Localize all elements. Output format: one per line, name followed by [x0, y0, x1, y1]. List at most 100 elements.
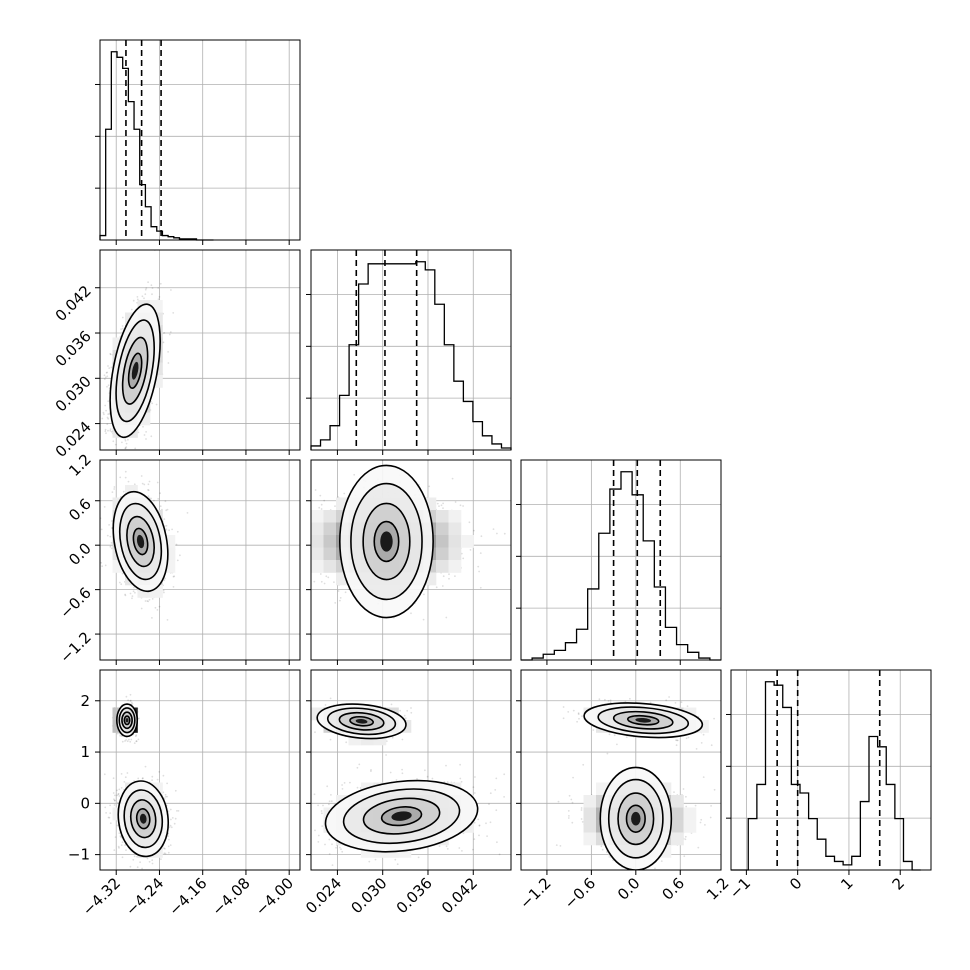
scatter-point — [107, 365, 109, 367]
scatter-point — [163, 332, 166, 334]
scatter-point — [423, 593, 425, 596]
scatter-point — [291, 556, 293, 558]
scatter-point — [163, 579, 166, 582]
scatter-point — [108, 367, 111, 369]
scatter-point — [297, 535, 299, 537]
scatter-point — [479, 586, 482, 589]
scatter-point — [127, 738, 130, 741]
scatter-point — [105, 409, 107, 412]
scatter-point — [104, 376, 107, 379]
scatter-point — [103, 378, 106, 381]
scatter-point — [278, 513, 280, 515]
scatter-point — [104, 430, 107, 433]
scatter-point — [339, 599, 341, 602]
scatter-point — [294, 533, 296, 535]
density-cell — [311, 510, 324, 523]
density-core — [136, 534, 145, 549]
panel-frame — [310, 249, 512, 451]
density-cell — [448, 522, 462, 536]
scatter-point — [125, 442, 128, 445]
scatter-point — [112, 440, 115, 443]
scatter-point — [147, 489, 149, 491]
panel-frame — [520, 459, 722, 661]
scatter-point — [469, 549, 472, 551]
scatter-point — [130, 701, 133, 704]
density-cell — [311, 535, 324, 548]
scatter-point — [133, 586, 135, 589]
scatter-point — [124, 439, 127, 442]
scatter-point — [303, 544, 305, 546]
scatter-point — [325, 575, 328, 578]
scatter-point — [286, 559, 288, 561]
scatter-point — [496, 532, 498, 535]
contours — [338, 464, 434, 619]
scatter-point — [110, 466, 112, 468]
scatter-point — [123, 454, 125, 456]
scatter-point — [462, 505, 464, 507]
scatter-point — [295, 538, 297, 540]
scatter-point — [103, 374, 106, 377]
histogram-step — [731, 681, 921, 871]
scatter-point — [477, 565, 480, 568]
scatter-point — [124, 593, 126, 596]
scatter-point — [304, 542, 306, 544]
scatter-point — [145, 287, 148, 289]
scatter-point — [165, 509, 168, 512]
scatter-point — [448, 577, 450, 580]
scatter-point — [295, 515, 297, 517]
density-cell — [311, 547, 324, 561]
panel-frame — [99, 39, 301, 241]
scatter-point — [337, 590, 340, 592]
scatter-point — [428, 485, 431, 488]
scatter-point — [436, 502, 439, 505]
scatter-point — [136, 298, 139, 301]
scatter-point — [147, 489, 150, 492]
scatter-point — [157, 287, 160, 289]
scatter-point — [289, 520, 291, 522]
scatter-point — [167, 362, 170, 364]
scatter-point — [109, 545, 112, 548]
scatter-point — [109, 429, 112, 432]
scatter-point — [103, 413, 105, 416]
scatter-point — [144, 600, 147, 602]
scatter-point — [109, 353, 112, 356]
scatter-point — [143, 434, 146, 436]
scatter-point — [171, 528, 174, 531]
scatter-point — [169, 331, 172, 333]
scatter-point — [129, 700, 132, 702]
scatter-point — [163, 518, 166, 520]
hist-panel-0 — [95, 39, 301, 245]
scatter-point — [129, 699, 132, 702]
scatter-point — [305, 556, 307, 558]
scatter-point — [150, 284, 153, 287]
scatter-point — [265, 561, 267, 563]
scatter-point — [155, 403, 158, 406]
scatter-point — [438, 505, 440, 507]
contours — [109, 303, 161, 439]
scatter-point — [135, 740, 138, 743]
scatter-point — [168, 529, 171, 532]
density-cell — [311, 560, 324, 573]
density-cell — [436, 510, 449, 523]
scatter-point — [141, 482, 144, 485]
scatter-point — [109, 535, 112, 538]
scatter-point — [107, 413, 110, 416]
scatter-point — [159, 505, 162, 508]
scatter-point — [135, 740, 138, 742]
scatter-point — [167, 351, 170, 353]
scatter-point — [154, 606, 157, 609]
scatter-point — [110, 453, 112, 455]
scatter-point — [121, 856, 124, 859]
scatter-point — [100, 561, 103, 564]
scatter-point — [96, 475, 98, 477]
scatter-point — [140, 475, 143, 477]
scatter-point — [172, 586, 175, 588]
scatter-point — [130, 738, 133, 741]
scatter-point — [442, 502, 444, 505]
scatter-point — [105, 432, 107, 435]
scatter-point — [130, 308, 133, 311]
panel-frame — [730, 669, 932, 871]
scatter-point — [175, 543, 178, 546]
scatter-point — [157, 498, 160, 500]
scatter-point — [151, 287, 154, 289]
